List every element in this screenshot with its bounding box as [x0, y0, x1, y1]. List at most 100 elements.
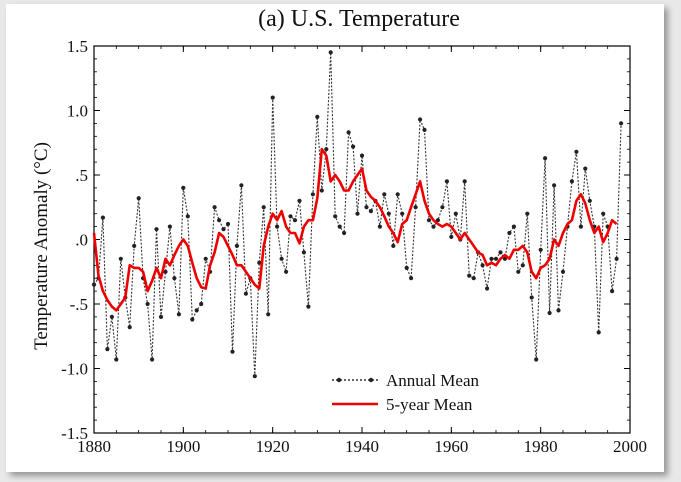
annual-mean-point	[368, 209, 373, 214]
annual-mean-point	[574, 149, 579, 154]
annual-mean-point	[462, 179, 467, 184]
annual-mean-point	[440, 205, 445, 210]
y-tick-label: .0	[75, 231, 88, 250]
annual-mean-point	[502, 256, 507, 261]
plot-area-border	[93, 45, 631, 434]
annual-mean-point	[324, 147, 329, 152]
annual-mean-point	[359, 153, 365, 158]
annual-mean-point	[426, 218, 432, 223]
five-year-mean-line	[92, 147, 618, 312]
annual-mean-point	[225, 221, 231, 227]
temperature-chart: (a) U.S. Temperature Temperature Anomaly…	[31, 6, 647, 456]
annual-mean-point	[409, 276, 414, 281]
annual-mean-point	[552, 183, 557, 188]
y-axis-label: Temperature Anomaly (°C)	[31, 142, 52, 350]
y-tick-label: 1.0	[67, 102, 88, 121]
y-tick-label: .5	[75, 166, 88, 185]
annual-mean-point	[284, 269, 289, 274]
annual-mean-point	[431, 224, 436, 229]
annual-mean-point	[172, 276, 177, 281]
annual-mean-point	[364, 205, 369, 210]
annual-mean-point	[467, 273, 472, 278]
chart-title: (a) U.S. Temperature	[258, 6, 460, 32]
annual-mean-point	[377, 224, 382, 229]
annual-mean-point	[239, 183, 244, 188]
annual-mean-point	[418, 117, 423, 122]
annual-mean-point	[596, 330, 601, 335]
annual-mean-point	[109, 314, 114, 319]
annual-mean-point	[181, 185, 186, 190]
annual-mean-point	[480, 263, 485, 268]
annual-mean-point	[91, 282, 97, 287]
annual-mean-point	[556, 308, 561, 313]
annual-mean-point	[118, 256, 123, 261]
annual-mean-point	[176, 312, 181, 317]
annual-mean-point	[333, 214, 338, 219]
annual-mean-point	[190, 317, 195, 322]
annual-mean-point	[105, 347, 110, 352]
annual-mean-point	[150, 357, 155, 362]
annual-mean-point	[493, 256, 499, 261]
annual-mean-point	[351, 144, 356, 149]
annual-mean-point	[185, 214, 190, 219]
annual-mean-point	[489, 256, 494, 261]
annual-mean-point	[560, 269, 566, 274]
annual-mean-series	[91, 50, 624, 379]
y-tick-label: -1.0	[61, 360, 88, 379]
annual-mean-point	[485, 286, 490, 291]
annual-mean-point	[569, 179, 575, 184]
annual-mean-point	[534, 357, 539, 362]
annual-mean-point	[400, 211, 405, 216]
x-tick-label: 1940	[345, 437, 379, 456]
annual-mean-point	[319, 188, 324, 193]
annual-mean-point	[386, 211, 391, 216]
annual-mean-point	[538, 247, 543, 252]
annual-mean-point	[471, 276, 476, 281]
annual-mean-point	[212, 205, 217, 210]
annual-mean-point	[279, 256, 284, 261]
annual-mean-point	[520, 263, 525, 268]
legend-five-year-label: 5-year Mean	[386, 395, 473, 414]
legend-annual-marker-left	[336, 377, 342, 383]
annual-mean-point	[498, 250, 503, 255]
annual-mean-point	[382, 192, 387, 197]
annual-mean-point	[511, 224, 516, 229]
annual-mean-point	[453, 211, 458, 216]
annual-mean-point	[337, 224, 342, 229]
annual-mean-point	[310, 192, 315, 197]
annual-mean-point	[529, 295, 534, 300]
y-tick-label: -1.5	[61, 424, 88, 443]
annual-mean-point	[288, 214, 293, 219]
annual-mean-point	[114, 357, 119, 362]
annual-mean-point	[158, 314, 164, 319]
annual-mean-point	[342, 230, 347, 236]
annual-mean-point	[525, 211, 530, 216]
annual-mean-point	[614, 256, 619, 261]
annual-mean-point	[266, 312, 271, 317]
annual-mean-point	[507, 230, 512, 236]
annual-mean-point	[252, 374, 257, 379]
annual-mean-point	[587, 198, 592, 203]
annual-mean-point	[355, 211, 360, 216]
legend-annual-label: Annual Mean	[386, 371, 480, 390]
annual-mean-point	[199, 301, 204, 307]
x-tick-label: 1980	[524, 437, 558, 456]
annual-mean-point	[194, 308, 199, 313]
annual-mean-point	[583, 166, 588, 171]
annual-mean-point	[547, 310, 552, 316]
annual-mean-point	[578, 224, 584, 229]
annual-mean-point	[395, 192, 400, 197]
x-tick-label: 1960	[434, 437, 468, 456]
annual-mean-point	[306, 304, 311, 309]
y-tick-label: -.5	[70, 295, 88, 314]
annual-mean-point	[619, 121, 624, 126]
annual-mean-point	[230, 349, 235, 354]
annual-mean-point	[243, 291, 248, 296]
annual-mean-point	[145, 301, 150, 307]
annual-mean-point	[543, 156, 548, 161]
annual-mean-point	[261, 205, 266, 210]
annual-mean-point	[217, 218, 222, 223]
annual-mean-point	[444, 179, 449, 184]
annual-mean-point	[346, 130, 351, 135]
y-tick-label: 1.5	[67, 37, 88, 56]
